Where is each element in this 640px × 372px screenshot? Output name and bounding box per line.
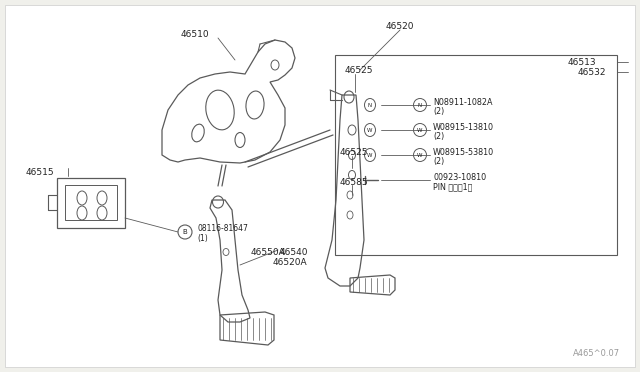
Bar <box>335 55 617 255</box>
Text: W: W <box>367 153 372 157</box>
Text: 00923-10810: 00923-10810 <box>433 173 486 182</box>
Text: 08116-81647: 08116-81647 <box>197 224 248 232</box>
Text: W08915-13810: W08915-13810 <box>433 123 494 132</box>
Text: 46520A: 46520A <box>273 258 307 267</box>
Text: 46515: 46515 <box>26 168 54 177</box>
Text: 46540: 46540 <box>280 248 308 257</box>
Text: PIN ピン（1）: PIN ピン（1） <box>433 182 472 191</box>
Text: 46513: 46513 <box>568 58 596 67</box>
Text: 46520: 46520 <box>386 22 414 31</box>
Text: W08915-53810: W08915-53810 <box>433 148 494 157</box>
Text: 46510: 46510 <box>180 30 209 39</box>
Text: (2): (2) <box>433 157 444 166</box>
Text: 46525: 46525 <box>345 66 374 75</box>
Text: B: B <box>182 229 188 235</box>
Text: A465^0.07: A465^0.07 <box>573 349 620 358</box>
Text: 46525: 46525 <box>340 148 369 157</box>
Text: W: W <box>367 128 372 132</box>
Text: (2): (2) <box>433 132 444 141</box>
Text: N: N <box>418 103 422 108</box>
Text: W: W <box>417 128 423 132</box>
Text: (1): (1) <box>197 234 208 243</box>
Text: N08911-1082A: N08911-1082A <box>433 98 493 107</box>
Text: (2): (2) <box>433 107 444 116</box>
Text: 46532: 46532 <box>578 68 607 77</box>
Text: W: W <box>417 153 423 157</box>
Text: N: N <box>368 103 372 108</box>
Text: 46585: 46585 <box>340 178 369 187</box>
Text: 46550A: 46550A <box>251 248 285 257</box>
Bar <box>65 185 117 220</box>
